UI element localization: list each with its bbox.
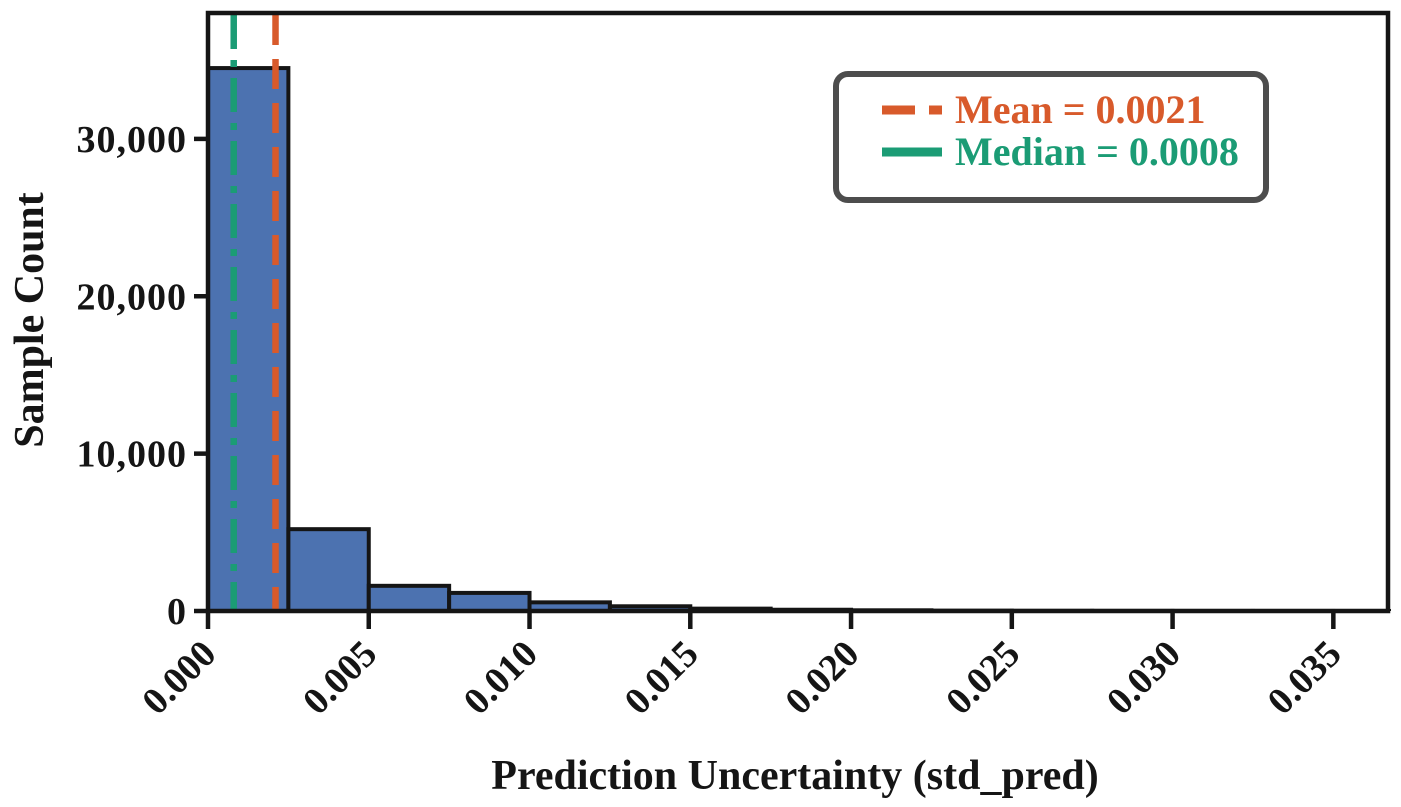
- x-tick-label: 0.025: [938, 633, 1028, 723]
- y-axis-label: Sample Count: [7, 192, 53, 448]
- y-tick-label: 20,000: [77, 276, 188, 318]
- x-axis-ticks: 0.000 0.005 0.010 0.015 0.020 0.025 0.030 0.035: [134, 613, 1350, 723]
- y-tick-label: 10,000: [77, 434, 188, 476]
- median-line-key-icon: [882, 147, 942, 157]
- x-tick-label: 0.000: [134, 633, 224, 723]
- y-tick-label: 0: [167, 591, 187, 633]
- legend-row-median: Median = 0.0008: [881, 129, 1253, 174]
- legend-label-median: Median = 0.0008: [955, 129, 1239, 174]
- x-tick-label: 0.035: [1260, 633, 1350, 723]
- histogram-bar: [366, 583, 452, 611]
- legend-label-mean: Mean = 0.0021: [955, 87, 1206, 132]
- y-axis-ticks: 0 10,000 20,000 30,000: [77, 119, 207, 633]
- plot-border: [205, 10, 1391, 614]
- x-tick-label: 0.020: [777, 633, 867, 723]
- legend-row-mean: Mean = 0.0021: [881, 87, 1253, 132]
- histogram-bar: [447, 590, 532, 611]
- legend: Mean = 0.0021 Median = 0.0008: [833, 71, 1269, 203]
- x-tick-label: 0.015: [616, 633, 706, 723]
- y-tick-label: 30,000: [77, 119, 188, 161]
- histogram-bar: [286, 527, 371, 611]
- x-tick-label: 0.010: [456, 633, 546, 723]
- x-axis-label: Prediction Uncertainty (std_pred): [491, 753, 1099, 799]
- x-tick-label: 0.030: [1099, 633, 1189, 723]
- mean-dashed-line-key-icon: [882, 105, 942, 115]
- x-tick-label: 0.005: [295, 633, 385, 723]
